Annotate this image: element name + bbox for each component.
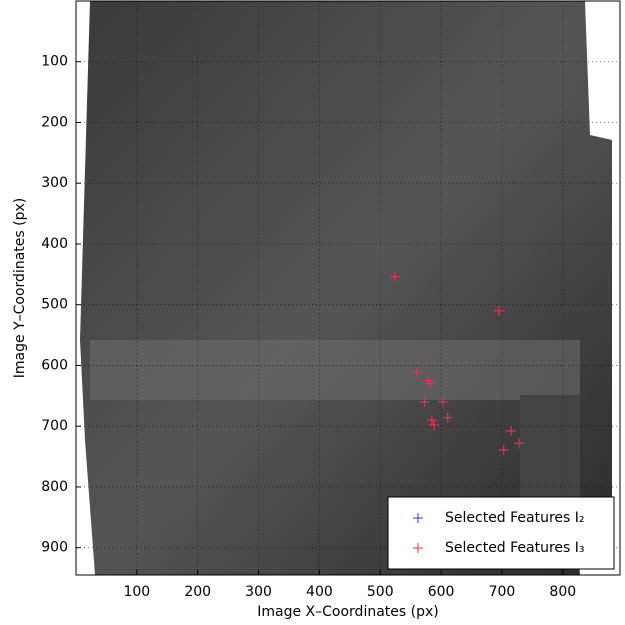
y-tick-label: 500 <box>41 297 68 313</box>
y-tick-label: 800 <box>41 479 68 495</box>
x-tick-label: 500 <box>367 584 394 600</box>
x-tick-label: 100 <box>123 584 150 600</box>
x-tick-label: 200 <box>184 584 211 600</box>
y-tick-label: 100 <box>41 54 68 70</box>
x-tick-label: 700 <box>489 584 516 600</box>
y-tick-label: 900 <box>41 540 68 556</box>
image-road <box>90 340 580 400</box>
x-tick-label: 800 <box>549 584 576 600</box>
x-tick-label: 600 <box>428 584 455 600</box>
legend-box <box>388 497 614 569</box>
chart: Image X–Coordinates (px) Image Y–Coordin… <box>0 0 625 625</box>
legend-label: Selected Features I₃ <box>445 540 585 556</box>
legend-label: Selected Features I₂ <box>445 510 585 526</box>
image-region <box>520 395 580 505</box>
y-tick-label: 700 <box>41 418 68 434</box>
x-tick-label: 400 <box>306 584 333 600</box>
x-tick-label: 300 <box>245 584 272 600</box>
y-axis-label: Image Y–Coordinates (px) <box>12 198 28 378</box>
x-axis-label: Image X–Coordinates (px) <box>257 604 438 620</box>
y-tick-label: 600 <box>41 357 68 373</box>
y-tick-label: 300 <box>41 175 68 191</box>
y-tick-label: 400 <box>41 236 68 252</box>
y-tick-label: 200 <box>41 114 68 130</box>
